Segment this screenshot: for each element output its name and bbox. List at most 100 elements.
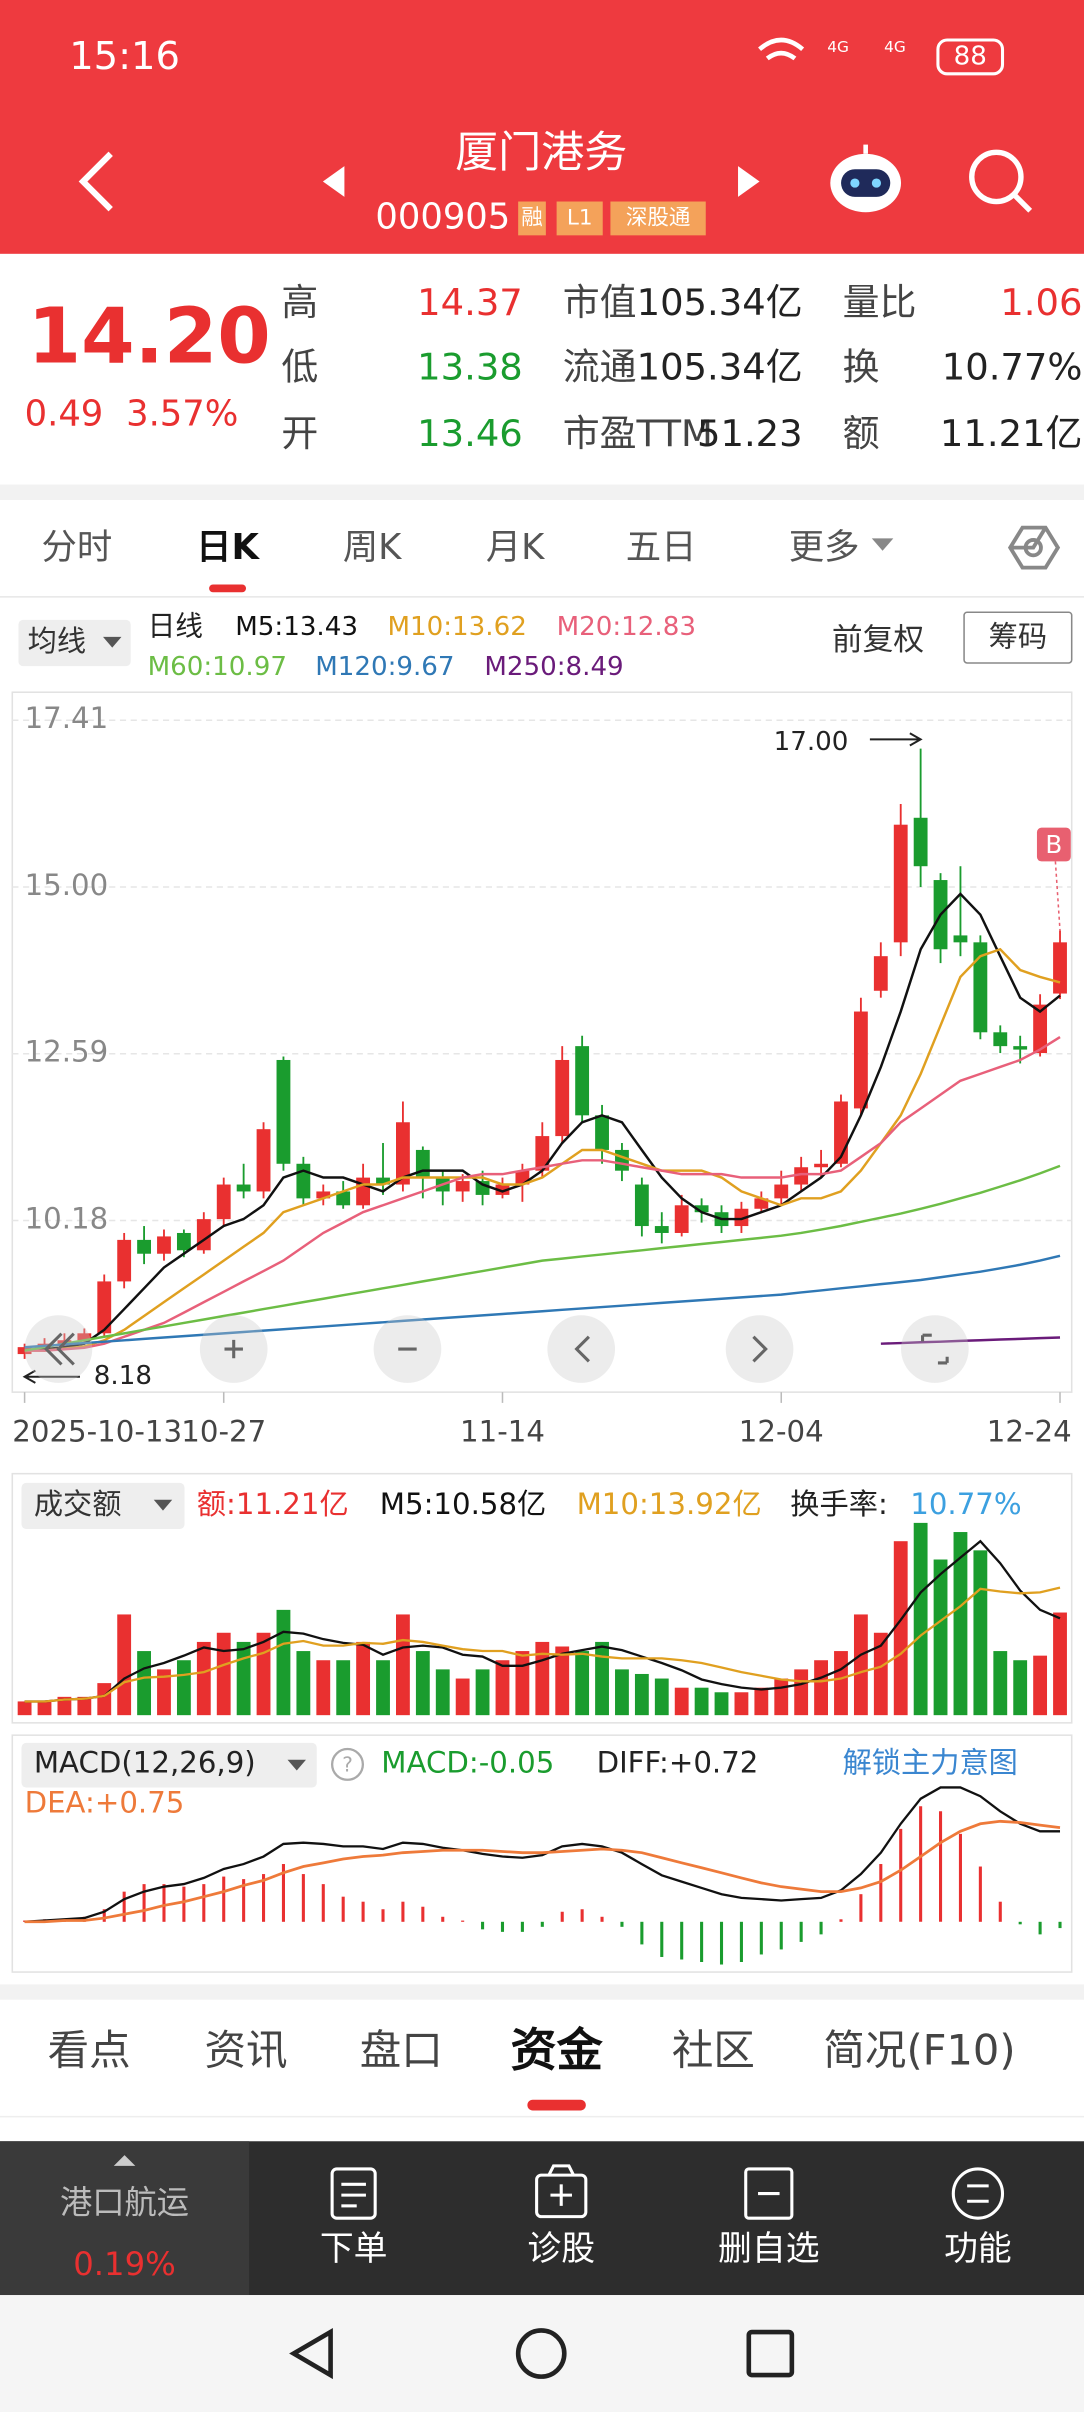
legend-entry: M60:10.97 [148,652,287,682]
dropdown-caret [287,1759,306,1771]
chart-control[interactable] [901,1315,969,1383]
tag-label: L1 [567,205,593,230]
candle-body [754,1198,769,1209]
stat-value: 10.77% [942,346,1083,389]
action-label[interactable]: 下单 [320,2229,388,2268]
chart-tab[interactable]: 五日 [626,527,697,568]
indicator-label: 均线 [28,624,86,658]
tag [518,201,546,236]
content-tab[interactable]: 看点 [48,2026,131,2075]
turnover-label: 换手率: [790,1487,887,1521]
stock-name: 厦门港务 [455,128,627,178]
candle-body [336,1191,351,1206]
macd-title: MACD(12,26,9) [34,1745,256,1779]
chart-tab[interactable]: 周K [343,527,402,568]
settings-button[interactable] [1007,525,1061,570]
search-button[interactable] [969,149,1033,213]
nav-home[interactable] [515,2328,567,2379]
y-tick-label: 10.18 [25,1202,109,1236]
volume-bar [1053,1612,1067,1716]
tag [610,201,706,236]
volume-bar [77,1696,92,1716]
chart-tab[interactable]: 更多 [789,527,860,568]
stat-label: 市盈TTM [563,412,713,455]
promo-link[interactable]: 解锁主力意图 [843,1745,1018,1779]
sector-name: 港口航运 [60,2183,189,2221]
ma-line [880,1336,1061,1345]
chart-control[interactable] [547,1315,616,1383]
volume-bar [356,1641,371,1716]
content-tab[interactable]: 盘口 [360,2026,443,2075]
indicator-select[interactable] [18,619,131,667]
chart-tab[interactable]: 分时 [42,527,113,568]
candle-body [316,1191,331,1199]
prev-stock[interactable] [322,166,345,197]
content-tab[interactable]: 简况(F10) [823,2026,1015,2075]
active-indicator [527,2099,586,2111]
help-icon[interactable] [330,1747,365,1781]
active-indicator [209,584,247,593]
macd-select[interactable] [21,1742,317,1788]
volume-bar [455,1678,470,1716]
adjust-label[interactable]: 前复权 [832,622,924,658]
candle-body [236,1184,251,1192]
action-label[interactable]: 功能 [944,2229,1012,2268]
chart-tab[interactable]: 月K [486,527,545,568]
chart-control[interactable] [725,1315,794,1383]
content-tab[interactable]: 资金 [510,2023,603,2077]
volume-bar [137,1651,151,1716]
last-price: 14.20 [28,292,271,381]
content-tab[interactable]: 资讯 [205,2026,288,2075]
volume-bar [515,1651,530,1716]
action-labels: 下单 诊股 删自选 功能 [320,2229,1012,2268]
candle-body [814,1163,828,1168]
dea-value: DEA:+0.75 [25,1785,185,1819]
price-change-pct: 3.57% [126,393,238,434]
volume-bar [276,1609,291,1716]
dea-line [24,1819,1061,1924]
action-label[interactable]: 诊股 [527,2229,595,2268]
nav-back[interactable] [289,2327,333,2380]
volume-bar [913,1522,928,1716]
volume-bar [973,1550,988,1716]
volume-bar [575,1651,590,1716]
stat-value: 11.21亿 [940,412,1083,455]
candle-body [396,1122,410,1185]
volume-bar [794,1669,809,1716]
action-label[interactable]: 删自选 [718,2229,819,2268]
x-tick-label: 12-24 [987,1415,1072,1449]
assistant-icon[interactable] [830,144,902,213]
y-tick-label: 15.00 [25,868,109,902]
candle-body [953,935,968,943]
volume-bar [814,1660,828,1716]
candle-body [654,1226,669,1233]
sector-change: 0.19% [73,2245,176,2283]
volume-bar [236,1641,251,1716]
stat-label: 流通 [563,346,637,389]
kline-frame [11,691,1073,1393]
volume-bar [376,1660,390,1716]
stat-label: 开 [281,412,318,455]
legend-entry: M5:13.43 [235,612,358,642]
macd-chart [23,1786,1062,1965]
candle-body [176,1232,191,1251]
ma-line [24,1036,1061,1352]
chips-button[interactable] [963,611,1073,664]
volume-bar [893,1541,908,1716]
candle-body [1013,1046,1028,1050]
volume-select[interactable] [21,1482,185,1530]
stat-label: 换 [843,346,880,389]
stat-value: 51.23 [697,412,803,455]
chart-tab[interactable]: 日K [196,527,260,568]
candle-body [734,1208,749,1227]
candle-body [634,1184,649,1227]
buy-marker-stem [1054,861,1061,931]
nav-recents[interactable] [746,2329,795,2378]
stat-value: 13.38 [417,346,523,389]
back-button[interactable] [78,151,113,212]
stock-code: 000905 [375,196,510,237]
content-tab[interactable]: 社区 [672,2026,755,2075]
candle-body [893,824,908,943]
sector-cell[interactable] [0,2141,250,2296]
next-stock[interactable] [738,166,760,197]
